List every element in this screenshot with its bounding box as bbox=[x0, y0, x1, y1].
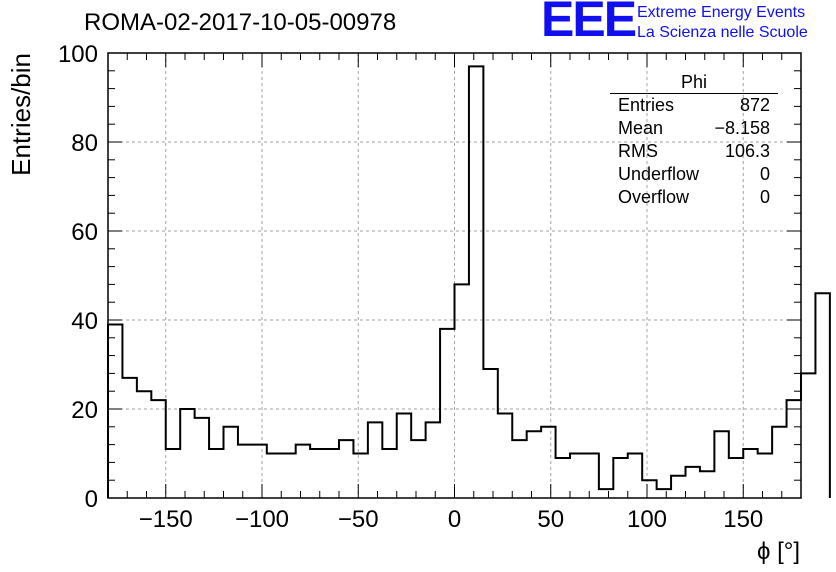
logo-caption-line2: La Scienza nelle Scuole bbox=[637, 24, 808, 41]
stats-value: 0 bbox=[759, 187, 770, 207]
y-tick-label: 80 bbox=[71, 130, 98, 157]
stats-value: 872 bbox=[739, 95, 770, 115]
stats-row-mean: Mean −8.158 bbox=[610, 117, 778, 140]
stats-box: Phi Entries 872 Mean −8.158 RMS 106.3 Un… bbox=[610, 71, 778, 209]
stats-row-entries: Entries 872 bbox=[610, 94, 778, 117]
stats-value: −8.158 bbox=[714, 118, 770, 138]
y-tick-label: 40 bbox=[71, 308, 98, 335]
y-tick-label: 0 bbox=[85, 486, 98, 513]
y-tick-label: 60 bbox=[71, 219, 98, 246]
stats-label: RMS bbox=[618, 141, 658, 161]
x-tick-label: −50 bbox=[338, 506, 379, 533]
histogram-outline bbox=[107, 65, 831, 498]
stats-value: 106.3 bbox=[724, 141, 770, 161]
stats-label: Underflow bbox=[618, 164, 700, 184]
stats-label: Entries bbox=[618, 95, 675, 115]
x-tick-label: −150 bbox=[139, 506, 193, 533]
y-tick-label: 100 bbox=[58, 41, 98, 68]
y-tick-label: 20 bbox=[71, 397, 98, 424]
stats-label: Overflow bbox=[618, 187, 690, 207]
stats-label: Mean bbox=[618, 118, 664, 138]
x-tick-label: 100 bbox=[627, 506, 667, 533]
stats-row-underflow: Underflow 0 bbox=[610, 163, 778, 186]
stats-row-overflow: Overflow 0 bbox=[610, 186, 778, 209]
stats-row-rms: RMS 106.3 bbox=[610, 140, 778, 163]
stats-title: Phi bbox=[610, 71, 778, 94]
logo-caption-line1: Extreme Energy Events bbox=[637, 4, 806, 21]
y-axis-title: Entries/bin bbox=[6, 53, 36, 176]
x-tick-label: 150 bbox=[723, 506, 763, 533]
eee-logo-icon: EEE bbox=[541, 0, 637, 47]
x-tick-label: −100 bbox=[235, 506, 289, 533]
x-tick-label: 50 bbox=[537, 506, 564, 533]
run-title: ROMA-02-2017-10-05-00978 bbox=[84, 9, 397, 36]
stats-value: 0 bbox=[759, 164, 770, 184]
x-tick-label: 0 bbox=[448, 506, 461, 533]
x-axis-title: ϕ [°] bbox=[757, 538, 800, 565]
